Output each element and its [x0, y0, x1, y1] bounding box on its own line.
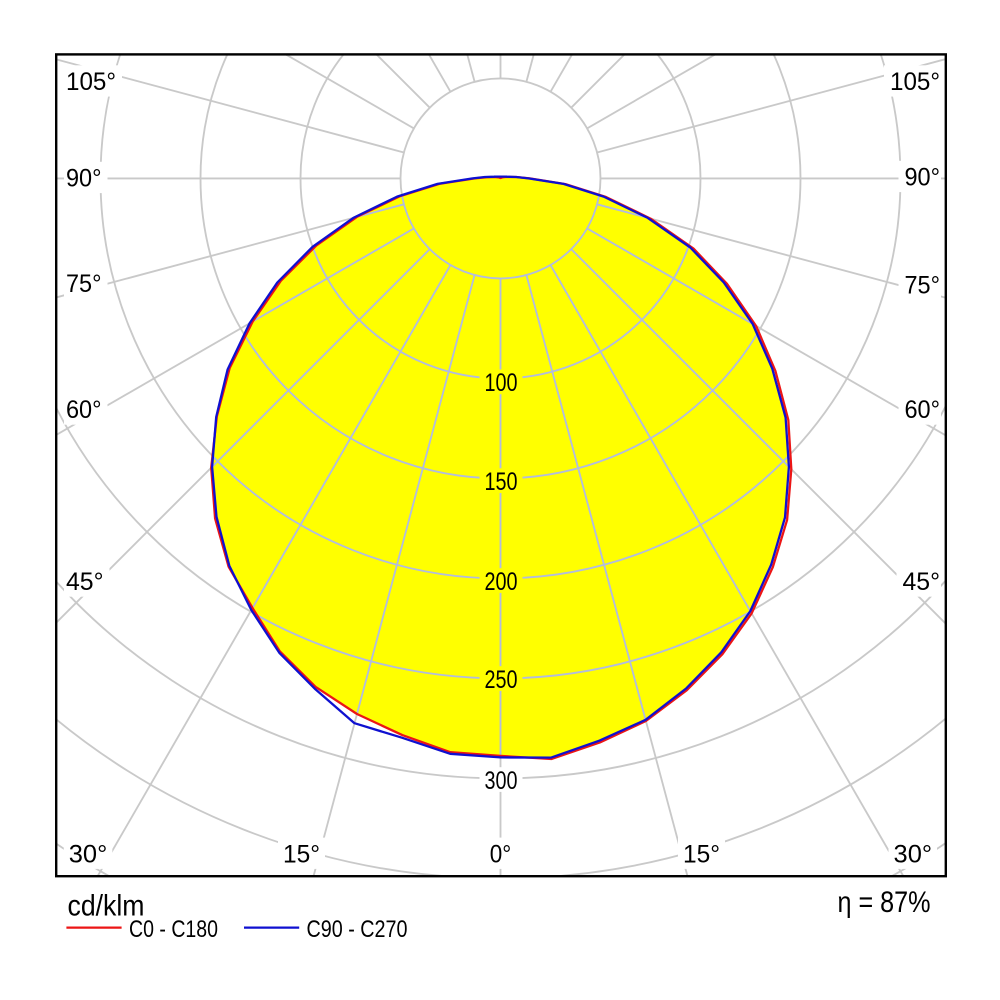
svg-text:45°: 45° [66, 568, 104, 596]
svg-text:75°: 75° [905, 272, 941, 300]
svg-text:C90 - C270: C90 - C270 [307, 916, 408, 943]
svg-text:105°: 105° [890, 68, 940, 96]
svg-text:30°: 30° [69, 840, 108, 868]
svg-text:C0 - C180: C0 - C180 [129, 916, 218, 943]
svg-text:0°: 0° [490, 840, 512, 868]
svg-text:75°: 75° [66, 270, 102, 298]
svg-text:300: 300 [485, 767, 518, 795]
svg-text:15°: 15° [283, 840, 320, 868]
svg-text:60°: 60° [66, 396, 102, 424]
svg-text:η = 87%: η = 87% [838, 886, 931, 919]
svg-text:cd/klm: cd/klm [68, 890, 145, 923]
svg-text:45°: 45° [903, 568, 941, 596]
svg-text:100: 100 [485, 369, 518, 397]
svg-text:200: 200 [485, 568, 518, 596]
svg-text:105°: 105° [66, 68, 116, 96]
svg-text:60°: 60° [905, 396, 941, 424]
svg-text:90°: 90° [66, 165, 102, 193]
svg-text:30°: 30° [894, 840, 933, 868]
svg-text:90°: 90° [905, 164, 941, 192]
svg-text:250: 250 [485, 666, 518, 694]
svg-text:15°: 15° [683, 840, 720, 868]
svg-text:150: 150 [485, 468, 518, 496]
